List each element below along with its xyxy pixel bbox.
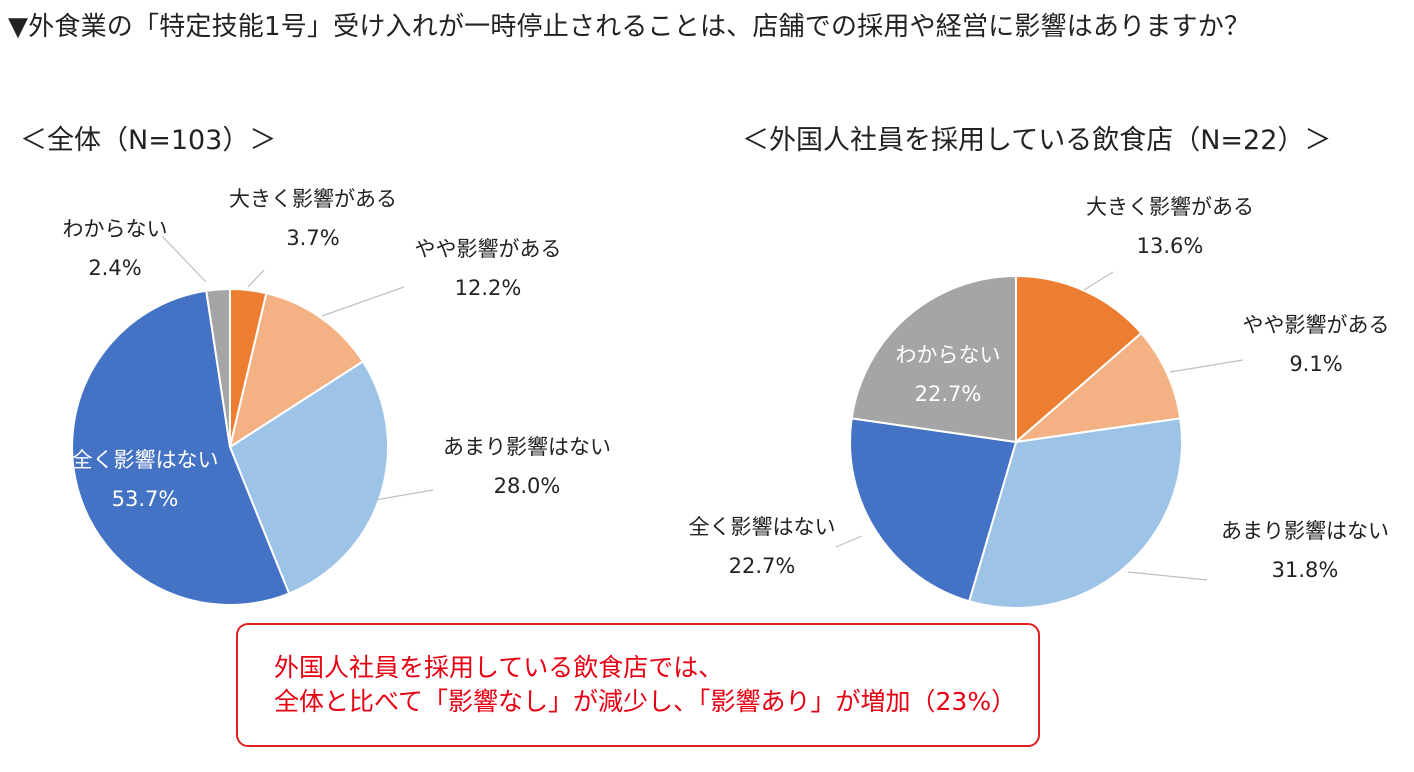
pie2-value-label-4: 22.7% (729, 554, 796, 578)
right-chart-title: ＜外国人社員を採用している飲食店（N=22）＞ (742, 125, 1332, 156)
pie1-category-label-2: やや影響がある (415, 237, 562, 261)
pie1-slice-3 (228, 360, 389, 595)
pie2-slice-2 (1012, 331, 1182, 444)
pie2-leader-line-2 (1169, 359, 1244, 373)
left-chart-title: ＜全体（N=103）＞ (20, 125, 277, 156)
pie2-slice-1 (1015, 274, 1143, 445)
pie1-value-label-2: 12.2% (455, 276, 522, 300)
pie2-value-label-1: 13.6% (1137, 234, 1204, 258)
page-title: ▼外食業の「特定技能1号」受け入れが一時停止されることは、店舗での採用や経営に影… (8, 12, 1251, 42)
pie1-leader-line-5 (161, 235, 207, 283)
pie1-leader-line-3 (374, 489, 434, 501)
pie1-slice-4 (71, 289, 291, 606)
callout-line-2: 全体と比べて「影響なし」が減少し、「影響あり」が増加（23%） (274, 687, 1017, 716)
pie2-category-label-5: わからない (896, 343, 1001, 367)
pie2-category-label-3: あまり影響はない (1221, 519, 1389, 543)
callout-box: 外国人社員を採用している飲食店では、 全体と比べて「影響なし」が減少し、「影響あ… (236, 623, 1040, 747)
pie2-category-label-4: 全く影響はない (689, 515, 836, 539)
pie1-value-label-3: 28.0% (494, 474, 561, 498)
pie1-leader-line-2 (321, 286, 405, 317)
callout-line-1: 外国人社員を採用している飲食店では、 (274, 653, 724, 682)
pie1-slice-5 (205, 287, 231, 448)
pie1-category-label-5: わからない (63, 217, 168, 241)
pie2-slice-4 (849, 417, 1018, 603)
pie1-category-label-3: あまり影響はない (443, 435, 611, 459)
pie1-category-label-1: 大きく影響がある (229, 187, 397, 211)
pie2-leader-line-4 (835, 535, 863, 548)
pie2-slice-3 (967, 417, 1183, 609)
pie2-category-label-2: やや影響がある (1243, 313, 1390, 337)
pie2-value-label-2: 9.1% (1289, 352, 1342, 376)
pie2-leader-line-1 (1083, 271, 1114, 291)
pie1-slice-2 (228, 292, 365, 450)
pie2-category-label-1: 大きく影響がある (1086, 195, 1254, 219)
pie1-leader-line-1 (247, 269, 265, 288)
pie2-leader-line-3 (1127, 571, 1208, 581)
pie2-slice-5 (850, 274, 1017, 444)
pie2-value-label-5: 22.7% (915, 382, 982, 406)
pie1-value-label-4: 53.7% (112, 487, 179, 511)
pie1-value-label-5: 2.4% (88, 256, 141, 280)
pie1-category-label-4: 全く影響はない (72, 448, 219, 472)
pie2-value-label-3: 31.8% (1272, 558, 1339, 582)
pie1-value-label-1: 3.7% (286, 226, 339, 250)
